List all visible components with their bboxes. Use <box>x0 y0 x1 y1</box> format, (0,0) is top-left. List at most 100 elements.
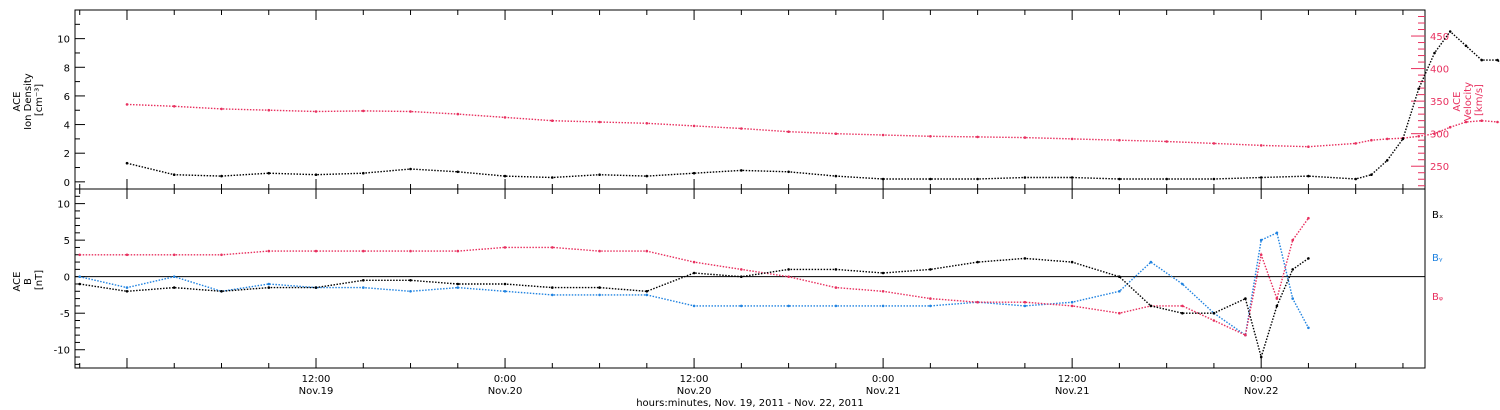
top-right-tick-label-4: 450 <box>1430 32 1449 43</box>
density-series-point <box>362 171 365 175</box>
top-ytick-label-0: 0 <box>64 178 70 189</box>
bx-series-point <box>692 271 696 275</box>
top-panel-frame <box>74 9 1426 190</box>
density-series-point <box>1401 137 1405 141</box>
bz-series-point <box>881 290 885 293</box>
bz-series-point <box>740 268 743 271</box>
top-ylabel: ACE Ion Density [cm⁻³] <box>12 70 45 130</box>
density-series-point <box>787 170 790 174</box>
density-series-point <box>1385 159 1389 162</box>
bx-series-point <box>740 275 743 279</box>
by-series-point <box>598 293 601 297</box>
velocity-series-point <box>1023 136 1027 139</box>
velocity-series-point <box>645 122 649 125</box>
bx-series-point <box>1149 304 1153 308</box>
bz-series-point <box>598 249 601 253</box>
legend: Bₓ Bᵧ Bᵩ <box>1432 210 1443 303</box>
legend-entry-0: Bₓ <box>1432 210 1443 221</box>
bx-series-point <box>976 260 979 264</box>
bx-series-point <box>1181 311 1184 315</box>
velocity-series-point <box>1259 144 1263 147</box>
density-series-point <box>740 169 743 172</box>
density-series-point <box>1023 176 1027 179</box>
velocity-series-point <box>1385 137 1389 141</box>
bz-series-point <box>220 253 223 257</box>
density-series-point <box>220 174 223 178</box>
bz-series-point <box>1023 300 1027 304</box>
density-series-point <box>834 174 838 178</box>
x-tick-label-time-3: 0:00 <box>872 374 894 385</box>
velocity-series-point <box>220 107 223 111</box>
bx-series-point <box>1291 268 1294 271</box>
top-ylabel-right-line-1: ACE <box>1452 92 1463 112</box>
density-series-point <box>409 167 412 171</box>
velocity-series-point <box>1354 142 1357 145</box>
legend-entry-1: Bᵧ <box>1432 253 1443 264</box>
bz-series-point <box>456 249 460 253</box>
velocity-series-point <box>1448 125 1452 129</box>
bz-series-point <box>503 246 507 249</box>
by-series-point <box>645 293 649 297</box>
bottom-ylabel: ACE B [nT] <box>12 268 45 291</box>
density-series-point <box>1433 51 1436 55</box>
velocity-series-point <box>740 127 743 130</box>
bx-series-point <box>503 282 507 286</box>
by-series-point <box>1275 231 1279 235</box>
by-series-point <box>78 275 81 279</box>
density-series-point <box>1480 58 1483 62</box>
bx-series-point <box>1307 257 1310 260</box>
bottom-ytick-label-4: 10 <box>57 200 70 211</box>
by-series-point <box>551 293 554 297</box>
x-tick-label-time-2: 12:00 <box>680 374 709 385</box>
bz-series-point <box>267 249 271 253</box>
bx-series-point <box>1244 297 1247 300</box>
density-series-point <box>503 174 507 178</box>
bz-series-point <box>692 260 696 264</box>
bz-series-point <box>314 249 318 253</box>
velocity-series-point <box>362 109 365 113</box>
bx-series-point <box>929 268 932 271</box>
x-tick-label-time-0: 12:00 <box>302 374 331 385</box>
density-series-point <box>1417 87 1420 91</box>
bz-series-point <box>929 297 932 300</box>
bx-series-point <box>172 286 176 289</box>
density-series-point <box>125 161 129 165</box>
bz-series-point <box>1244 333 1247 337</box>
by-series-point <box>1307 326 1310 330</box>
velocity-series-point <box>929 135 932 138</box>
bx-series-point <box>1070 260 1074 264</box>
density-series-point <box>692 171 696 175</box>
bottom-left-axis: -10 -5 0 5 10 <box>54 195 85 365</box>
bz-series-point <box>787 275 790 279</box>
velocity-series-point <box>1496 120 1499 124</box>
density-series-point <box>1118 177 1121 181</box>
velocity-series-point <box>692 124 696 128</box>
by-series-point <box>740 304 743 308</box>
by-series-point <box>1070 300 1074 304</box>
velocity-series-point <box>1307 145 1310 148</box>
bz-series-point <box>834 286 838 289</box>
x-tick-label-time-5: 0:00 <box>1250 374 1272 385</box>
density-series-point <box>976 177 979 181</box>
bottom-ylabel-line-2: B <box>23 278 34 285</box>
top-panel: 0 2 4 6 8 10 250 300 350 400 450 ACE Ion Density … <box>12 9 1500 190</box>
bz-series-point <box>1275 297 1279 300</box>
density-series-point <box>1307 174 1310 178</box>
bx-series-point <box>1023 257 1027 260</box>
bottom-series <box>78 216 1310 360</box>
bx-series-point <box>314 286 318 289</box>
velocity-series-point <box>1370 138 1373 142</box>
by-series-point <box>834 304 838 308</box>
top-ytick-label-1: 2 <box>64 149 70 160</box>
bz-series-point <box>1259 253 1263 257</box>
bx-series-point <box>1212 311 1216 315</box>
top-ytick-label-5: 10 <box>57 35 70 46</box>
by-series-point <box>456 286 460 289</box>
bx-series-point <box>1118 275 1121 279</box>
x-tick-label-date-2: Nov.20 <box>677 386 712 397</box>
bz-series-point <box>1307 216 1310 220</box>
x-axis: 12:00Nov.190:00Nov.2012:00Nov.200:00Nov.… <box>79 10 1404 397</box>
velocity-series-point <box>1433 132 1436 135</box>
by-series-point <box>409 290 412 293</box>
